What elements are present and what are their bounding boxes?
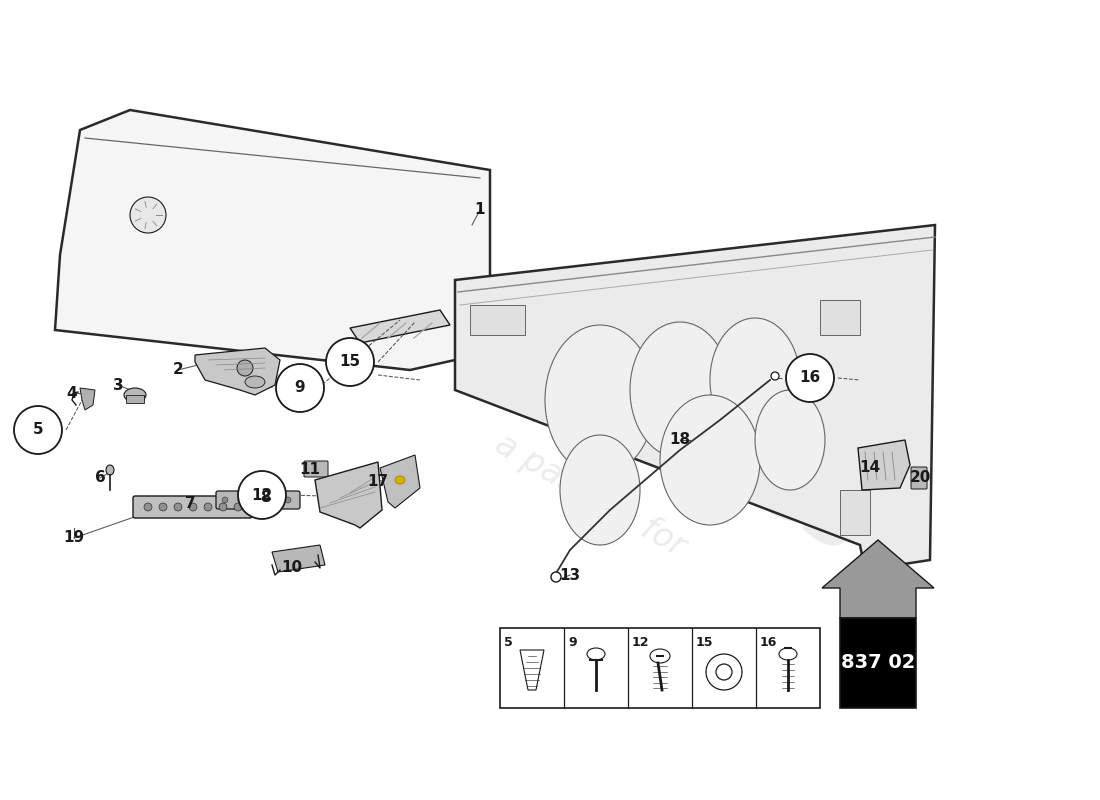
Text: 12: 12 xyxy=(252,487,273,502)
Circle shape xyxy=(130,197,166,233)
Text: 18: 18 xyxy=(670,433,691,447)
Bar xyxy=(820,300,860,335)
Text: 16: 16 xyxy=(800,370,821,386)
Ellipse shape xyxy=(630,322,730,458)
Polygon shape xyxy=(455,225,935,570)
Ellipse shape xyxy=(106,465,114,475)
Text: 11: 11 xyxy=(299,462,320,478)
Text: a passion for: a passion for xyxy=(488,427,691,563)
Circle shape xyxy=(234,503,242,511)
Text: 9: 9 xyxy=(568,636,576,649)
Circle shape xyxy=(189,503,197,511)
Text: eurospares: eurospares xyxy=(363,228,877,572)
Polygon shape xyxy=(55,110,490,370)
FancyBboxPatch shape xyxy=(304,461,328,477)
Circle shape xyxy=(174,503,182,511)
Ellipse shape xyxy=(587,648,605,660)
Polygon shape xyxy=(80,388,95,410)
Circle shape xyxy=(771,372,779,380)
Text: 15: 15 xyxy=(340,354,361,370)
Text: 20: 20 xyxy=(910,470,931,486)
Circle shape xyxy=(14,406,62,454)
Text: 12: 12 xyxy=(632,636,649,649)
Circle shape xyxy=(236,360,253,376)
Ellipse shape xyxy=(660,395,760,525)
Text: 7: 7 xyxy=(185,495,196,510)
Circle shape xyxy=(276,364,324,412)
Ellipse shape xyxy=(755,390,825,490)
Polygon shape xyxy=(379,455,420,508)
Circle shape xyxy=(204,503,212,511)
Text: 3: 3 xyxy=(112,378,123,393)
Ellipse shape xyxy=(710,318,800,442)
Polygon shape xyxy=(195,348,280,395)
Ellipse shape xyxy=(245,376,265,388)
Ellipse shape xyxy=(779,648,798,660)
Text: 19: 19 xyxy=(64,530,85,546)
Circle shape xyxy=(222,497,228,503)
Text: 2: 2 xyxy=(173,362,184,378)
Text: 1: 1 xyxy=(475,202,485,218)
Circle shape xyxy=(270,497,275,503)
Text: 15: 15 xyxy=(696,636,714,649)
Circle shape xyxy=(786,354,834,402)
FancyBboxPatch shape xyxy=(133,496,252,518)
FancyBboxPatch shape xyxy=(911,467,927,489)
Text: 16: 16 xyxy=(760,636,778,649)
Ellipse shape xyxy=(124,388,146,402)
Bar xyxy=(500,628,820,708)
Circle shape xyxy=(551,572,561,582)
Ellipse shape xyxy=(395,476,405,484)
FancyBboxPatch shape xyxy=(216,491,300,509)
Text: 17: 17 xyxy=(367,474,388,490)
Bar xyxy=(840,618,916,708)
Text: 6: 6 xyxy=(95,470,106,486)
Bar xyxy=(470,305,525,335)
Text: 13: 13 xyxy=(560,567,581,582)
Ellipse shape xyxy=(544,325,654,475)
Text: 1985: 1985 xyxy=(683,275,877,425)
Circle shape xyxy=(238,497,244,503)
Text: 5: 5 xyxy=(504,636,513,649)
Ellipse shape xyxy=(560,435,640,545)
Circle shape xyxy=(326,338,374,386)
Circle shape xyxy=(160,503,167,511)
Text: 837 02: 837 02 xyxy=(840,654,915,673)
Text: 4: 4 xyxy=(67,386,77,401)
Circle shape xyxy=(144,503,152,511)
Polygon shape xyxy=(858,440,910,490)
Text: 5: 5 xyxy=(33,422,43,438)
Polygon shape xyxy=(822,540,934,618)
Polygon shape xyxy=(272,545,324,572)
Polygon shape xyxy=(350,310,450,343)
Circle shape xyxy=(706,654,743,690)
Bar xyxy=(126,395,144,403)
Text: 8: 8 xyxy=(260,490,271,506)
Text: 14: 14 xyxy=(859,461,881,475)
Circle shape xyxy=(285,497,292,503)
Circle shape xyxy=(716,664,732,680)
Text: 10: 10 xyxy=(282,561,303,575)
Polygon shape xyxy=(520,650,544,690)
Polygon shape xyxy=(315,462,382,528)
Bar xyxy=(840,490,870,535)
Circle shape xyxy=(253,497,260,503)
Circle shape xyxy=(219,503,227,511)
Text: 9: 9 xyxy=(295,381,306,395)
Circle shape xyxy=(238,471,286,519)
Ellipse shape xyxy=(650,649,670,663)
